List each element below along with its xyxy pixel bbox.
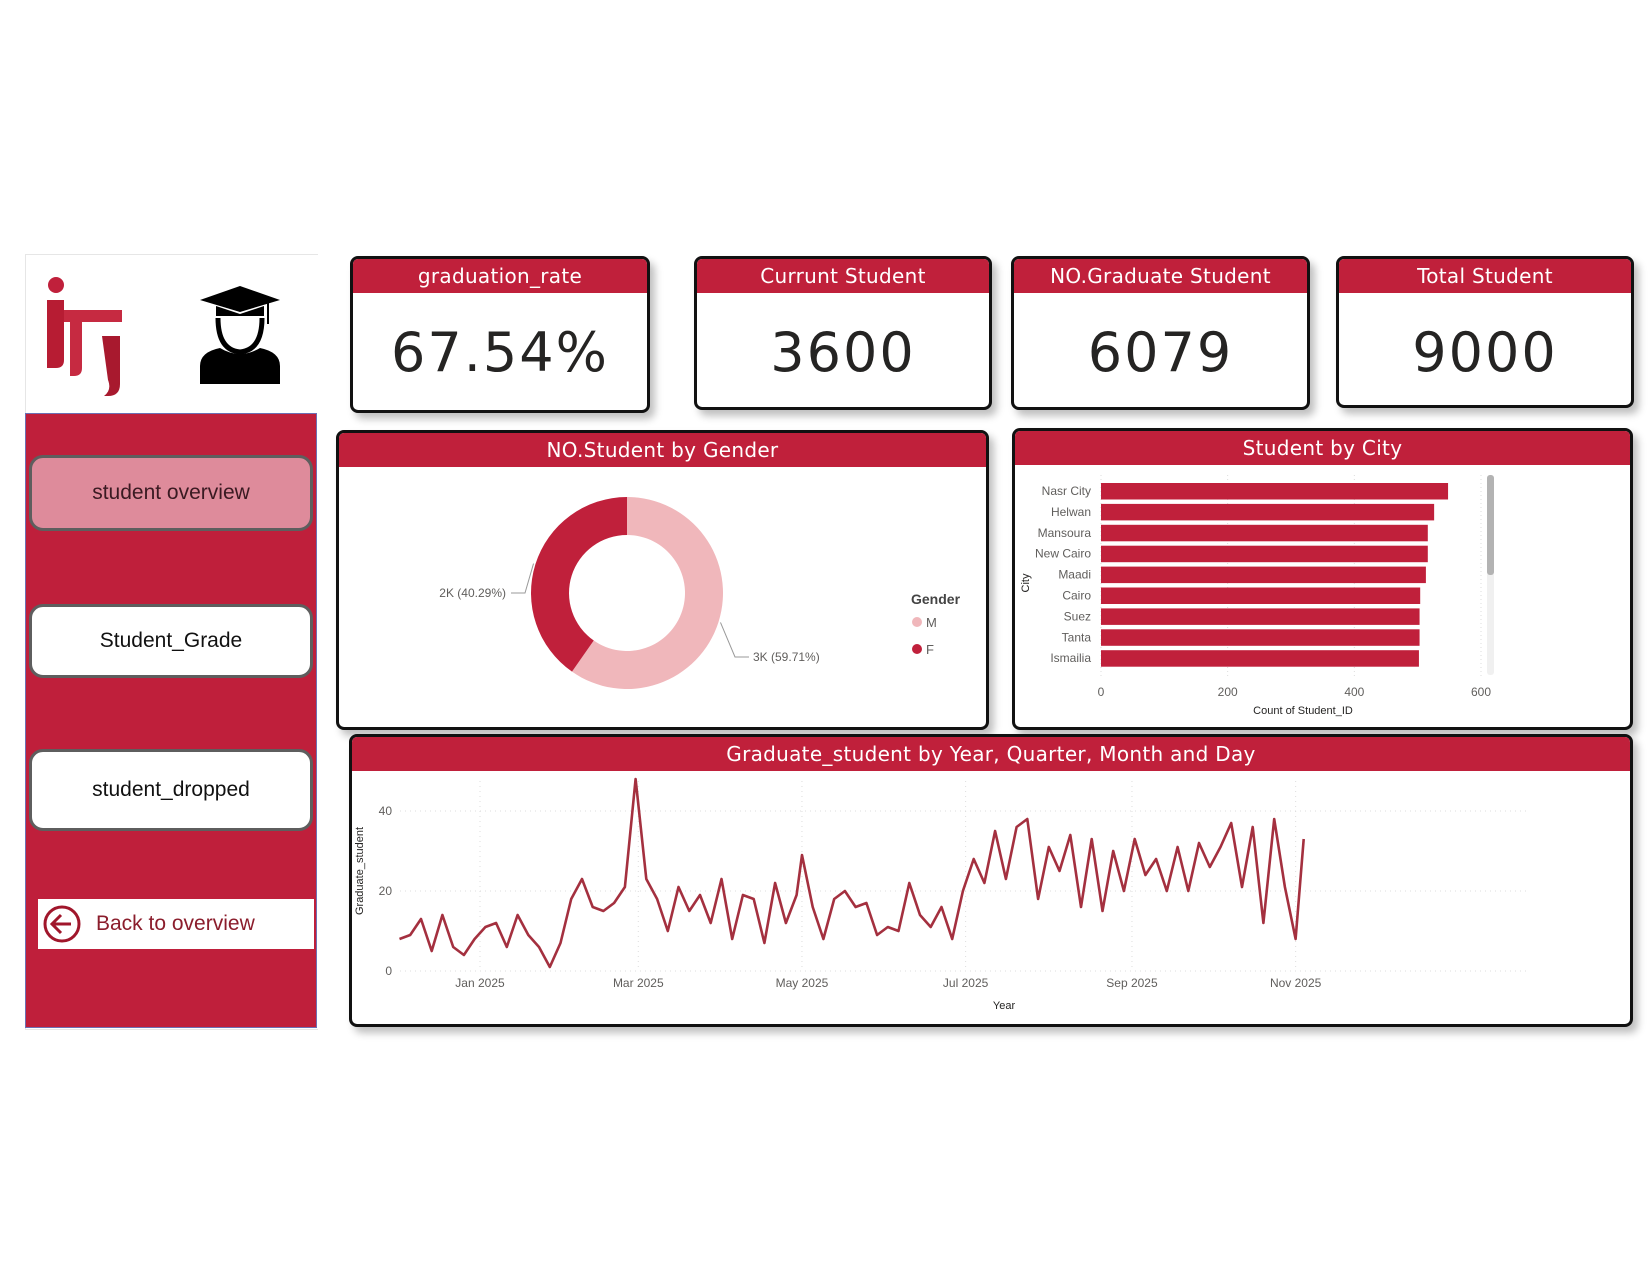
y-tick-label: Mansoura (1038, 526, 1092, 540)
scrollbar-thumb[interactable] (1487, 475, 1494, 575)
bar-tanta[interactable] (1101, 629, 1420, 646)
kpi-current-student: Currunt Student 3600 (694, 256, 992, 410)
bar-mansoura[interactable] (1101, 524, 1428, 542)
x-axis-title: Year (993, 1000, 1016, 1012)
legend-label-male[interactable]: M (926, 615, 937, 630)
data-label-male: 3K (59.71%) (753, 650, 820, 664)
bar-nasr-city[interactable] (1101, 483, 1449, 500)
nav-label: student overview (92, 481, 250, 504)
leader-line-male (720, 622, 749, 658)
x-tick-label: Mar 2025 (613, 976, 664, 990)
legend-marker-female (912, 644, 922, 654)
kpi-value: 6079 (1087, 321, 1234, 384)
y-tick-label: Suez (1064, 609, 1091, 623)
bar-suez[interactable] (1101, 608, 1420, 625)
back-label: Back to overview (96, 912, 255, 935)
x-tick-label: Sep 2025 (1106, 976, 1158, 990)
bar-maadi[interactable] (1101, 566, 1426, 584)
nav-student-overview-button[interactable]: student overview (29, 455, 313, 531)
chart-title: Student by City (1015, 431, 1630, 465)
x-axis-title: Count of Student_ID (1253, 705, 1353, 717)
bar-cairo[interactable] (1101, 587, 1421, 605)
legend-title: Gender (911, 591, 961, 607)
y-tick-label: 0 (385, 964, 392, 978)
y-tick-label: Nasr City (1042, 484, 1091, 498)
y-tick-label: 20 (379, 884, 393, 898)
gender-donut-chart: 2K (40.29%) 3K (59.71%) Gender M F (439, 497, 961, 689)
x-tick-label: 200 (1218, 685, 1238, 699)
bar-new-cairo[interactable] (1101, 545, 1428, 563)
y-tick-label: Helwan (1051, 505, 1091, 519)
y-tick-label: Maadi (1058, 568, 1091, 582)
x-tick-label: Jul 2025 (943, 976, 989, 990)
slice-male[interactable] (571, 497, 723, 689)
kpi-value: 67.54% (391, 321, 609, 384)
nav-label: student_dropped (92, 778, 250, 801)
chart-title: NO.Student by Gender (339, 433, 986, 467)
x-tick-label: Nov 2025 (1270, 976, 1322, 990)
city-bar-chart: 0 200 400 600 Nasr City Helwan Mansoura New Cai… (1020, 475, 1494, 717)
chart-title: Graduate_student by Year, Quarter, Month… (352, 737, 1630, 771)
kpi-graduate-student: NO.Graduate Student 6079 (1011, 256, 1310, 410)
x-tick-label: 0 (1098, 685, 1105, 699)
y-tick-label: New Cairo (1035, 547, 1091, 561)
graduate-line-chart: 0 20 40 Jan 2025 Mar 2025 May 2025 Jul 2025 Sep… (354, 777, 1527, 1012)
kpi-graduation-rate: graduation_rate 67.54% (350, 256, 650, 413)
iti-logo (47, 277, 122, 396)
graduate-student-icon (200, 286, 280, 384)
y-tick-label: Tanta (1062, 630, 1092, 644)
bar-ismailia[interactable] (1101, 650, 1419, 667)
y-axis-title: City (1020, 573, 1032, 592)
kpi-total-student: Total Student 9000 (1336, 256, 1634, 408)
legend-marker-male (912, 617, 922, 627)
data-label-female: 2K (40.29%) (439, 586, 506, 600)
gender-chart-card: NO.Student by Gender 2K (40.29%) 3K (59.… (336, 430, 989, 730)
city-chart-card: Student by City 0 200 400 600 Nasr City Helwa… (1012, 428, 1633, 730)
y-tick-label: Cairo (1062, 589, 1091, 603)
graduate-line-chart-card: Graduate_student by Year, Quarter, Month… (349, 734, 1633, 1027)
bar-helwan[interactable] (1101, 503, 1435, 521)
arrow-left-circle-icon (43, 905, 81, 943)
kpi-title: graduation_rate (353, 259, 647, 293)
y-tick-label: Ismailia (1050, 651, 1091, 665)
x-tick-label: May 2025 (776, 976, 829, 990)
y-tick-label: 40 (379, 804, 393, 818)
sidebar: student overview Student_Grade student_d… (25, 413, 317, 1028)
nav-student-dropped-button[interactable]: student_dropped (29, 749, 313, 831)
nav-student-grade-button[interactable]: Student_Grade (29, 604, 313, 678)
kpi-title: Currunt Student (697, 259, 989, 293)
legend-label-female[interactable]: F (926, 642, 934, 657)
kpi-value: 3600 (770, 321, 916, 384)
graduate-student-line[interactable] (399, 777, 1305, 969)
leader-line-female (511, 563, 535, 594)
nav-label: Student_Grade (99, 629, 243, 652)
slice-female[interactable] (531, 497, 627, 672)
x-tick-label: 400 (1344, 685, 1364, 699)
kpi-title: Total Student (1339, 259, 1631, 293)
kpi-title: NO.Graduate Student (1014, 259, 1307, 293)
x-tick-label: Jan 2025 (455, 976, 505, 990)
kpi-value: 9000 (1412, 321, 1558, 384)
back-to-overview-button[interactable]: Back to overview (38, 899, 314, 949)
y-axis-title: Graduate_student (354, 827, 366, 915)
x-tick-label: 600 (1471, 685, 1491, 699)
